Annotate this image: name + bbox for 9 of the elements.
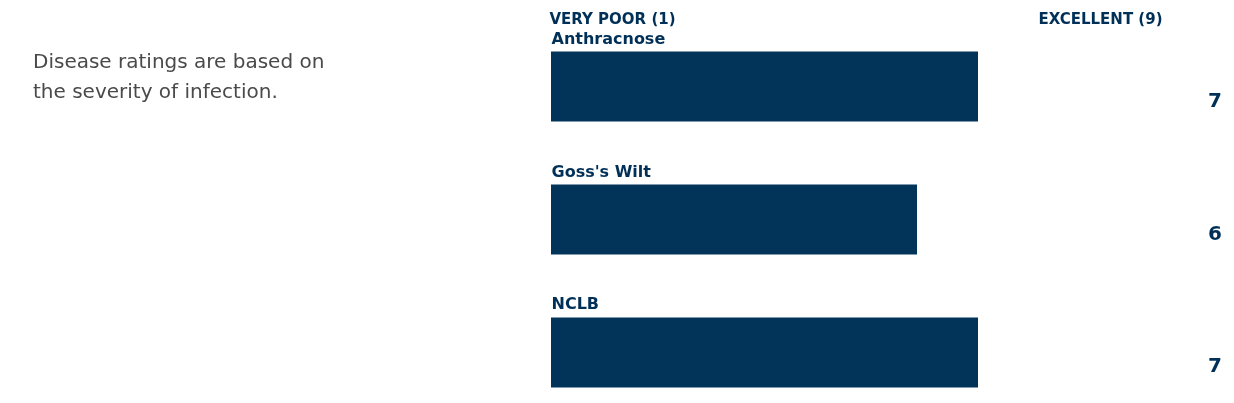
data-label: 6 — [1208, 220, 1222, 245]
x-tick-label: EXCELLENT (9) — [1038, 9, 1163, 28]
y-tick-label: Goss's Wilt — [551, 161, 652, 181]
x-tick-label: VERY POOR (1) — [549, 9, 676, 28]
text: Disease ratings are based on the severity of infection. — [33, 48, 326, 105]
data-label: 7 — [1208, 87, 1222, 112]
y-tick-label: Anthracnose — [551, 28, 666, 48]
data-label: 7 — [1208, 353, 1222, 378]
y-tick-label: NCLB — [551, 294, 600, 314]
